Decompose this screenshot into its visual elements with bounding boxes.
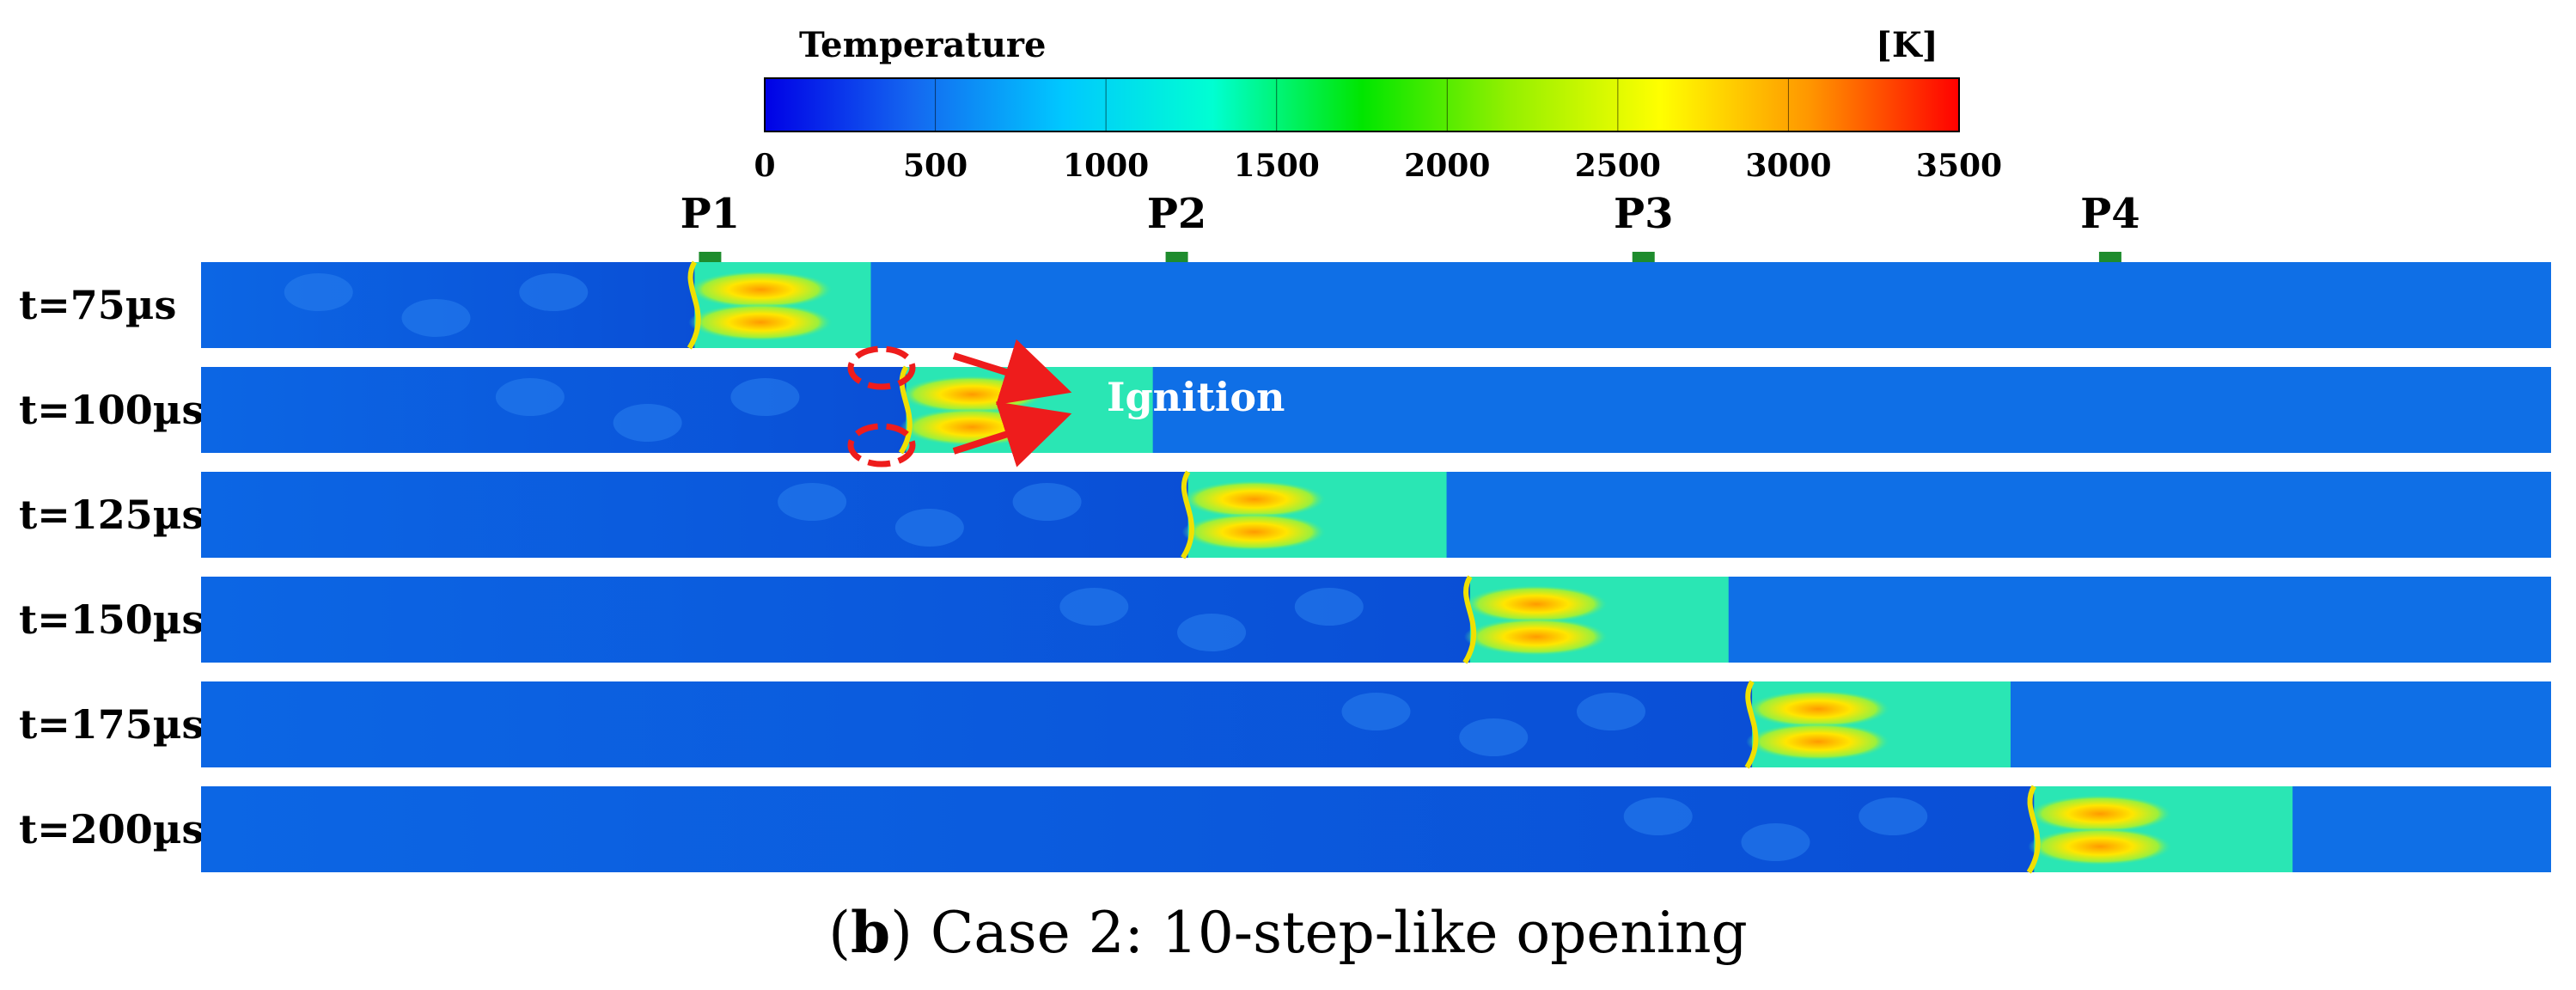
wake-vortex [1577, 693, 1645, 730]
probe-label: P2 [1147, 190, 1207, 238]
wake-vortex [1741, 823, 1810, 861]
flame-lobe [688, 271, 833, 309]
wake-vortex [1294, 588, 1364, 626]
wake-vortex [284, 273, 353, 311]
flame-lobe [1181, 480, 1327, 518]
colorbar-unit: [K] [1876, 25, 1938, 65]
burnt-region [201, 786, 2035, 872]
time-label: t=75µs [19, 282, 176, 328]
wake-vortex [1459, 718, 1529, 756]
flame-front [1181, 470, 1194, 559]
flame-lobe [1181, 513, 1327, 551]
ignition-arrow-top [952, 339, 1072, 406]
flame-lobe [2028, 795, 2173, 833]
flame-front [687, 260, 701, 350]
ignition-annotation: Ignition [847, 339, 1285, 468]
colorbar-tick-label: 3000 [1745, 148, 1831, 184]
flame-lobe [1746, 690, 1891, 728]
probe-markers: P1 P2 P3 P4 [681, 190, 2140, 274]
ignition-ellipse-top [847, 345, 916, 390]
caption-panel-letter: b [851, 899, 890, 966]
probe-label: P3 [1614, 190, 1674, 238]
colorbar-title: Temperature [799, 25, 1046, 65]
probe-label: P4 [2080, 190, 2140, 238]
flame-lobe [1463, 585, 1608, 623]
flame-lobe [1746, 723, 1891, 761]
ignition-ellipse-bottom [847, 423, 916, 468]
contour-row: t=125µs [19, 470, 2551, 559]
time-label: t=175µs [19, 701, 204, 748]
time-label: t=100µs [19, 387, 204, 433]
contour-row: t=200µs [19, 785, 2551, 874]
contour-row: t=100µs [19, 365, 2551, 455]
contour-row: t=150µs [19, 575, 2551, 664]
colorbar-tick-label: 2500 [1575, 148, 1661, 184]
probe-label: P1 [681, 190, 741, 238]
flame-lobe [2028, 828, 2173, 865]
contour-row: t=175µs [19, 680, 2551, 769]
wake-vortex [1012, 483, 1082, 521]
contour-row: t=75µs [19, 260, 2551, 350]
wake-vortex [1859, 798, 1928, 835]
wake-vortex [1341, 693, 1411, 730]
flame-front [898, 365, 913, 455]
wake-vortex [401, 299, 471, 337]
colorbar-tick-label: 500 [903, 148, 968, 184]
colorbar-separators [935, 78, 1789, 131]
time-label: t=200µs [19, 806, 204, 852]
wake-vortex [778, 483, 847, 521]
wake-vortex [1623, 798, 1693, 835]
figure-caption: (b) Case 2: 10-step-like opening [828, 899, 1748, 966]
burnt-region [201, 681, 1753, 767]
wake-vortex [1177, 614, 1247, 651]
wake-vortex [730, 378, 800, 416]
wake-vortex [1059, 588, 1129, 626]
flame-lobe [688, 303, 833, 341]
colorbar-tick-label: 0 [754, 148, 775, 184]
wake-vortex [495, 378, 565, 416]
flame-front [1462, 575, 1477, 664]
time-label: t=125µs [19, 492, 204, 538]
colorbar-tick-label: 3500 [1916, 148, 2002, 184]
flame-lobe [1463, 618, 1608, 656]
time-label: t=150µs [19, 596, 204, 643]
caption-text: Case 2: 10-step-like opening [931, 900, 1748, 966]
burnt-region [201, 577, 1470, 663]
wake-vortex [613, 404, 682, 442]
colorbar: Temperature [K] 0 500 1000 1500 2000 2500 3000… [754, 25, 2002, 184]
colorbar-tick-label: 1500 [1234, 148, 1320, 184]
flame-lobe [900, 376, 1045, 413]
ignition-arrow-bottom [952, 401, 1072, 468]
contour-rows: t=75µs t=100µs t=125µs t=150µs t=175µs t=200µ… [19, 260, 2551, 874]
colorbar-tick-label: 2000 [1404, 148, 1490, 184]
flame-front [1744, 680, 1759, 769]
wake-vortex [519, 273, 589, 311]
wake-vortex [894, 509, 964, 547]
flame-front [2026, 785, 2041, 874]
colorbar-tick-label: 1000 [1063, 148, 1149, 184]
ignition-label: Ignition [1107, 374, 1285, 420]
colorbar-ticks: 0 500 1000 1500 2000 2500 3000 3500 [754, 148, 2002, 184]
colorbar-gradient [764, 77, 1960, 132]
